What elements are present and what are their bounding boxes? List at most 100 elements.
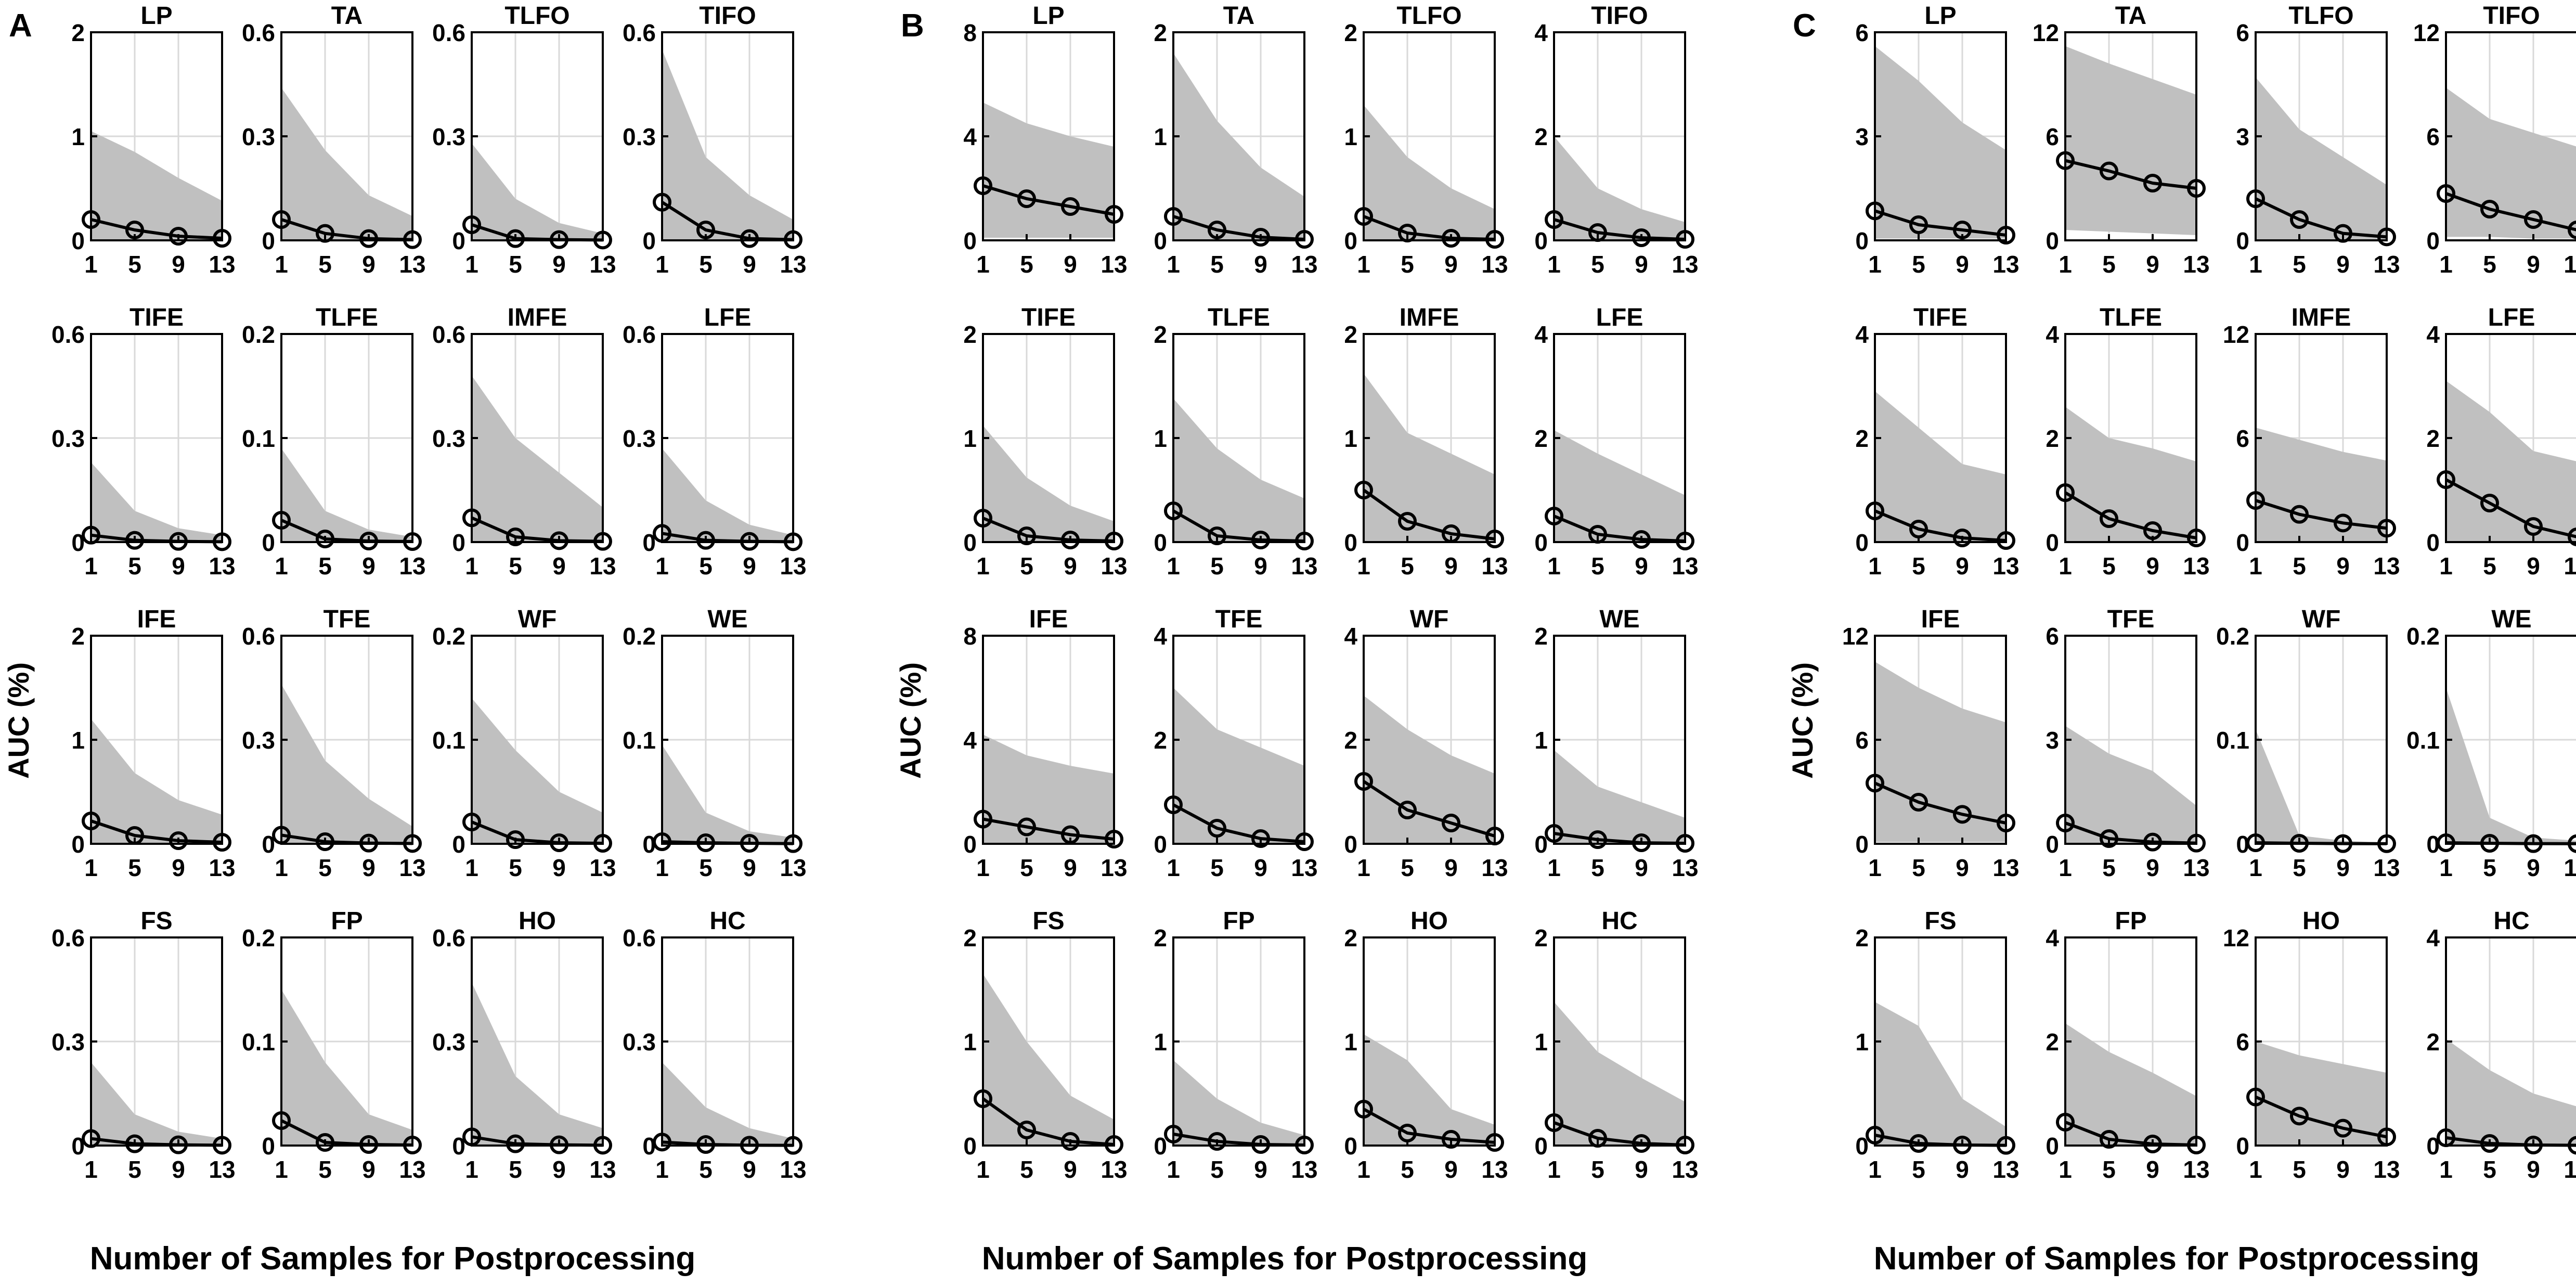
x-tick-label: 1 xyxy=(1868,1156,1882,1183)
y-tick-label: 0 xyxy=(1154,1133,1167,1160)
range-band xyxy=(1554,750,1685,844)
mean-line xyxy=(1553,1121,1686,1147)
x-tick-label: 5 xyxy=(1210,552,1224,580)
y-tick-label: 0 xyxy=(452,831,465,858)
subplot-ho: 0 0.3 0.6 1 5 9 13 HO xyxy=(432,907,616,1183)
y-tick-label: 0 xyxy=(642,831,656,858)
mean-line xyxy=(661,201,794,241)
y-tick-label: 4 xyxy=(2046,321,2059,348)
subplot-title: LP xyxy=(1924,2,1956,30)
y-tick-label: 0.3 xyxy=(51,425,85,452)
data-point xyxy=(2100,161,2118,181)
subplot-title: TIFE xyxy=(1913,304,1967,331)
data-point xyxy=(1398,801,1417,819)
y-tick-label: 2 xyxy=(2046,1028,2059,1056)
mean-line xyxy=(2065,159,2197,190)
y-tick-label: 3 xyxy=(2236,123,2249,150)
subplot-title: IMFE xyxy=(508,304,567,331)
subplot-title: IMFE xyxy=(2292,304,2351,331)
x-tick-label: 1 xyxy=(465,552,478,580)
x-tick-label: 5 xyxy=(1020,1156,1033,1183)
x-tick-label: 9 xyxy=(1064,1156,1077,1183)
x-tick-label: 1 xyxy=(1167,251,1180,278)
range-band xyxy=(1364,1034,1495,1146)
mean-line xyxy=(1363,780,1495,838)
subplot-title: HC xyxy=(2493,907,2529,935)
y-tick-label: 4 xyxy=(1855,321,1869,348)
x-tick-label: 5 xyxy=(1912,854,1925,881)
mean-line xyxy=(2255,499,2387,530)
panel-C: C AUC (%) Number of Samples for Postproces… xyxy=(1786,2,2576,1277)
y-tick-label: 12 xyxy=(2223,321,2249,348)
y-tick-label: 2 xyxy=(1344,19,1357,46)
x-tick-label: 13 xyxy=(1291,854,1317,881)
x-tick-label: 9 xyxy=(1635,854,1648,881)
data-point xyxy=(2143,1135,2162,1153)
x-tick-label: 1 xyxy=(1547,854,1561,881)
x-tick-label: 9 xyxy=(2527,854,2540,881)
x-tick-label: 1 xyxy=(2439,552,2453,580)
subplot-title: LP xyxy=(140,2,172,30)
x-tick-label: 13 xyxy=(1672,854,1698,881)
y-tick-label: 1 xyxy=(963,1028,977,1056)
x-tick-label: 13 xyxy=(2183,552,2209,580)
data-point xyxy=(316,1133,334,1152)
x-tick-label: 13 xyxy=(2183,251,2209,278)
subplot-title: TLFE xyxy=(316,304,378,331)
y-tick-label: 12 xyxy=(1842,623,1869,650)
y-tick-label: 4 xyxy=(2426,321,2440,348)
x-tick-label: 13 xyxy=(1291,251,1317,278)
x-tick-label: 5 xyxy=(1912,251,1925,278)
subplot-title: TFE xyxy=(323,606,371,633)
data-point xyxy=(2480,200,2499,218)
subplot-tlfe: 0 0.1 0.2 1 5 9 13 TLFE xyxy=(242,304,426,580)
data-point xyxy=(1632,1134,1651,1153)
subplot-lp: 0 3 6 1 5 9 13 LP xyxy=(1855,2,2019,278)
x-tick-label: 1 xyxy=(2249,552,2262,580)
data-point xyxy=(1442,229,1460,248)
y-tick-label: 0 xyxy=(2046,529,2059,556)
y-tick-label: 0.2 xyxy=(242,321,275,348)
range-band xyxy=(1173,1060,1304,1146)
subplot-title: WF xyxy=(1410,606,1449,633)
subplot-ho: 0 6 12 1 5 9 13 HO xyxy=(2223,907,2400,1183)
x-tick-label: 5 xyxy=(1591,854,1604,881)
y-tick-label: 0.1 xyxy=(242,425,275,452)
x-tick-label: 9 xyxy=(172,552,185,580)
x-tick-label: 13 xyxy=(780,854,806,881)
x-tick-label: 9 xyxy=(2336,552,2350,580)
y-tick-label: 0 xyxy=(963,1133,977,1160)
y-tick-label: 2 xyxy=(1154,924,1167,951)
mean-line xyxy=(1363,215,1495,241)
data-point xyxy=(316,530,334,548)
data-point xyxy=(1017,526,1036,545)
y-tick-label: 0 xyxy=(2426,831,2440,858)
range-band xyxy=(281,87,412,240)
y-tick-label: 0 xyxy=(642,1133,656,1160)
data-point xyxy=(2334,1118,2352,1138)
subplot-title: LFE xyxy=(2488,304,2535,331)
y-tick-label: 0 xyxy=(1534,529,1548,556)
range-band xyxy=(2065,46,2196,236)
mean-line xyxy=(1173,215,1305,241)
subplot-we: 0 0.1 0.2 1 5 9 13 WE xyxy=(623,606,807,881)
subplot-tfe: 0 3 6 1 5 9 13 TFE xyxy=(2046,606,2209,881)
mean-line xyxy=(2255,1095,2387,1139)
y-tick-label: 0.2 xyxy=(432,623,465,650)
data-point xyxy=(2480,494,2499,512)
x-tick-label: 1 xyxy=(1167,1156,1180,1183)
range-band xyxy=(662,1062,793,1146)
y-tick-label: 0.3 xyxy=(432,123,465,150)
x-tick-label: 9 xyxy=(1635,552,1648,580)
range-band xyxy=(281,989,412,1146)
x-tick-label: 5 xyxy=(1210,1156,1224,1183)
range-band xyxy=(281,448,412,542)
data-point xyxy=(2290,210,2309,229)
y-tick-label: 2 xyxy=(71,19,85,46)
subplot-title: TA xyxy=(2115,2,2146,30)
range-band xyxy=(1364,374,1495,542)
x-tick-label: 1 xyxy=(655,251,669,278)
x-tick-label: 5 xyxy=(509,854,522,881)
subplot-title: FP xyxy=(2115,907,2146,935)
